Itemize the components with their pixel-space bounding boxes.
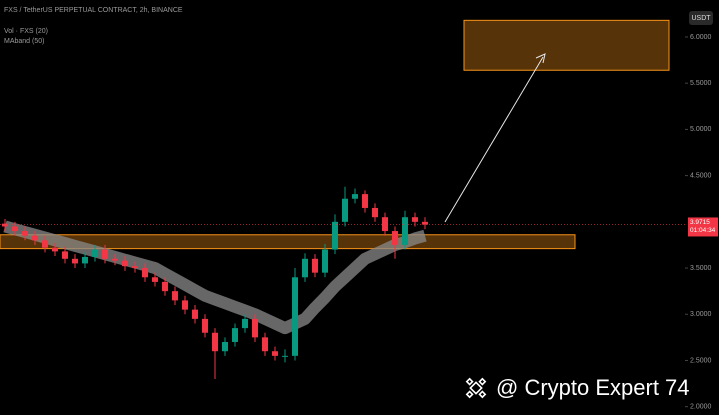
candle-body — [202, 318, 208, 333]
candle-body — [72, 258, 78, 264]
candle-body — [82, 256, 88, 264]
candle-body — [62, 251, 68, 259]
candle-body — [272, 351, 278, 356]
candle-body — [262, 337, 268, 352]
chart-title: FXS / TetherUS PERPETUAL CONTRACT, 2h, B… — [4, 7, 183, 14]
y-tick-label: 2.5000 — [690, 357, 712, 364]
logo — [465, 377, 487, 399]
watermark-text: @ Crypto Expert 74 — [496, 375, 690, 400]
candle-body — [252, 318, 258, 338]
candle-body — [12, 226, 18, 232]
candle-body — [122, 260, 128, 267]
candle-body — [392, 231, 398, 245]
candle-body — [102, 249, 108, 259]
indicator-label: MAband (50) — [4, 38, 44, 45]
indicator-label: Vol · FXS (20) — [4, 28, 48, 35]
last-price: 3.9715 — [690, 219, 710, 226]
candle-body — [172, 291, 178, 301]
y-tick-label: 6.0000 — [690, 34, 712, 41]
projection-arrow — [444, 56, 544, 223]
arrow-head — [535, 53, 546, 64]
candle-body — [22, 231, 28, 236]
unit-badge — [689, 11, 713, 25]
candle-body — [192, 309, 198, 319]
candle-body — [342, 198, 348, 222]
candle-body — [32, 235, 38, 241]
candle-body — [412, 217, 418, 222]
watermark: @ Crypto Expert 74 — [465, 375, 690, 400]
plot — [0, 19, 685, 379]
zone — [463, 19, 670, 71]
candle-body — [402, 217, 408, 245]
zone — [0, 234, 576, 250]
axis-unit: USDT — [691, 15, 711, 22]
candle-body — [52, 247, 58, 252]
candle-body — [292, 277, 298, 356]
candle-body — [222, 341, 228, 352]
candle-body — [142, 268, 148, 278]
candle-body — [162, 281, 168, 292]
candle-body — [232, 328, 238, 342]
candle-body — [2, 223, 8, 227]
candle-body — [112, 258, 118, 261]
price-axis: 2.0000 2.5000 3.0000 3.5000 4.5000 5.0000 5.50… — [685, 34, 718, 411]
y-tick-label: 5.0000 — [690, 126, 712, 133]
candle-body — [322, 249, 328, 273]
candle-body — [312, 258, 318, 273]
y-tick-label: 4.5000 — [690, 172, 712, 179]
candle-body — [242, 318, 248, 329]
candle-body — [152, 277, 158, 282]
candle-body — [332, 221, 338, 250]
candle-body — [422, 221, 428, 225]
candle-body — [212, 332, 218, 352]
price-tag — [688, 217, 718, 237]
candle-body — [92, 249, 98, 257]
candle-body — [382, 217, 388, 232]
candle-body — [362, 194, 368, 208]
candle-body — [282, 355, 288, 357]
candle-body — [372, 207, 378, 218]
candle-body — [132, 266, 138, 269]
candle-body — [352, 194, 358, 199]
candle-body — [302, 258, 308, 278]
y-tick-label: 2.0000 — [690, 404, 712, 411]
y-tick-label: 5.5000 — [690, 80, 712, 87]
ma-band — [3, 220, 427, 335]
candle-body — [182, 300, 188, 310]
candle-body — [42, 240, 48, 248]
y-tick-label: 3.5000 — [690, 265, 712, 272]
countdown: 01:04:34 — [690, 227, 716, 234]
y-tick-label: 3.0000 — [690, 311, 712, 318]
